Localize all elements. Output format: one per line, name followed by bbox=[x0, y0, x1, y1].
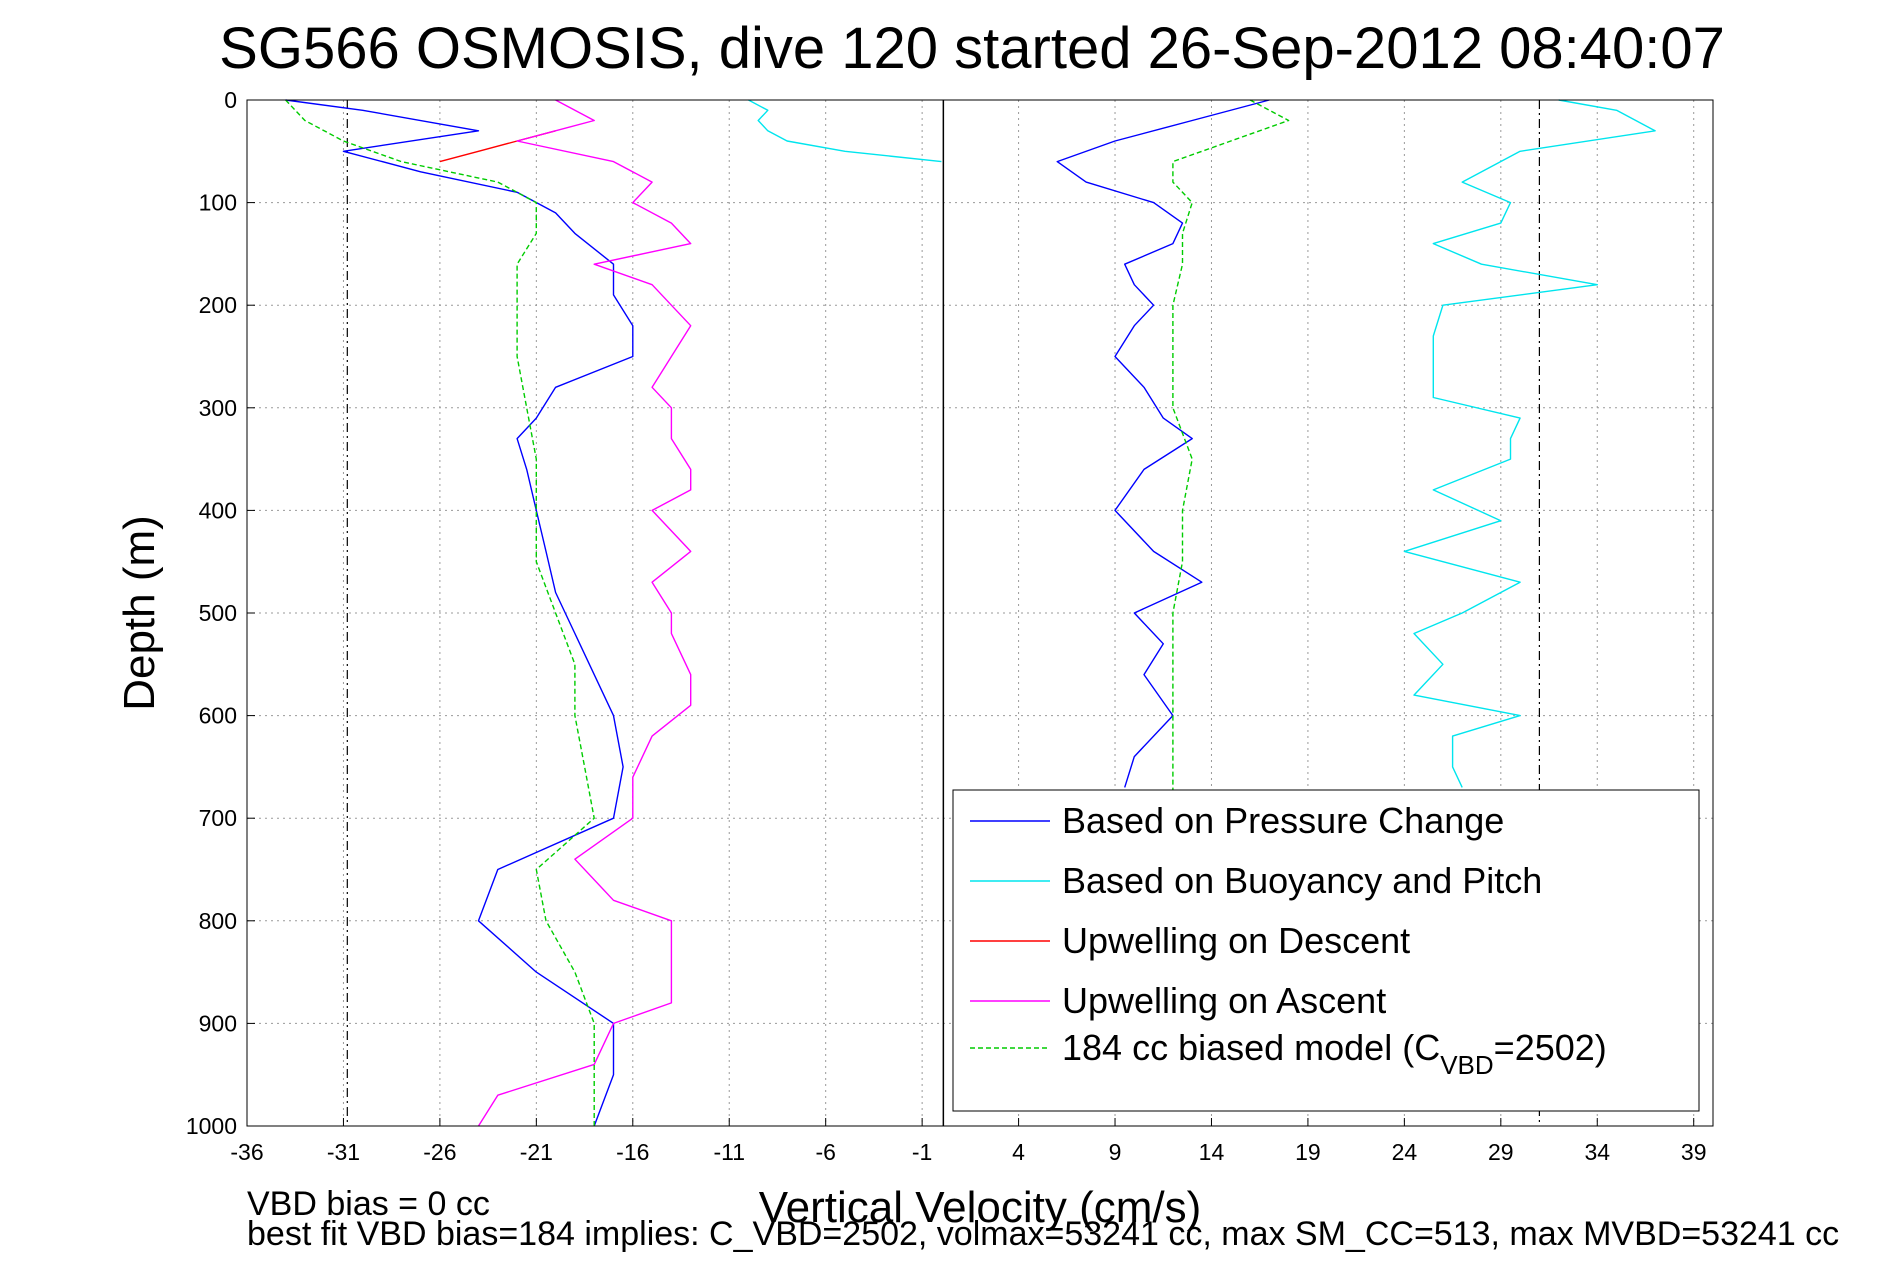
x-tick-label: -21 bbox=[520, 1139, 553, 1165]
y-tick-label: 300 bbox=[199, 395, 237, 421]
x-tick-label: 24 bbox=[1392, 1139, 1418, 1165]
chart-title: SG566 OSMOSIS, dive 120 started 26-Sep-2… bbox=[219, 16, 1725, 81]
x-axis-label: Vertical Velocity (cm/s) bbox=[759, 1183, 1202, 1232]
legend-label-tail: =2502) bbox=[1494, 1027, 1607, 1068]
y-tick-label: 200 bbox=[199, 292, 237, 318]
x-tick-label: 29 bbox=[1488, 1139, 1514, 1165]
series-line bbox=[1403, 99, 1656, 788]
legend-label: Based on Buoyancy and Pitch bbox=[1062, 860, 1542, 901]
x-tick-label: -1 bbox=[912, 1139, 932, 1165]
x-tick-labels: -36 -31 -26 -21 -16 -11 -6 -1 4 9 14 19 24 29 34 39 bbox=[230, 1139, 1706, 1165]
series-line bbox=[1172, 99, 1290, 798]
x-tick-label: 4 bbox=[1012, 1139, 1025, 1165]
legend-label: 184 cc biased model (CVBD=2502) bbox=[1062, 1027, 1607, 1080]
y-tick-label: 600 bbox=[199, 703, 237, 729]
x-tick-label: -11 bbox=[713, 1139, 745, 1165]
y-tick-label: 1000 bbox=[186, 1113, 237, 1139]
x-tick-label: 14 bbox=[1199, 1139, 1225, 1165]
x-tick-label: 19 bbox=[1295, 1139, 1321, 1165]
series-line bbox=[285, 99, 595, 1126]
plot-frame bbox=[246, 99, 1714, 1127]
y-tick-label: 500 bbox=[199, 600, 237, 626]
legend-items: Based on Pressure Change Based on Buoyanc… bbox=[970, 800, 1607, 1080]
legend: Based on Pressure Change Based on Buoyanc… bbox=[952, 789, 1700, 1112]
x-tick-label: -6 bbox=[815, 1139, 835, 1165]
legend-label-subscript: VBD bbox=[1440, 1050, 1493, 1080]
legend-label-main: 184 cc biased model (C bbox=[1062, 1027, 1440, 1068]
best-fit-note: best fit VBD bias=184 implies: C_VBD=250… bbox=[247, 1215, 1839, 1253]
y-tick-labels: 0 100 200 300 400 500 600 700 800 900 1000 bbox=[186, 87, 237, 1139]
x-tick-label: 34 bbox=[1584, 1139, 1610, 1165]
legend-label: Based on Pressure Change bbox=[1062, 800, 1504, 841]
y-tick-label: 800 bbox=[199, 908, 237, 934]
series-line bbox=[1056, 99, 1270, 788]
x-tick-label: -26 bbox=[423, 1139, 456, 1165]
x-tick-label: -31 bbox=[327, 1139, 360, 1165]
x-tick-label: -36 bbox=[230, 1139, 263, 1165]
y-tick-label: 700 bbox=[199, 805, 237, 831]
x-tick-label: 9 bbox=[1109, 1139, 1122, 1165]
legend-label: Upwelling on Ascent bbox=[1062, 980, 1386, 1021]
legend-box bbox=[952, 789, 1700, 1112]
y-tick-label: 100 bbox=[199, 190, 237, 216]
y-axis-label: Depth (m) bbox=[115, 515, 164, 711]
legend-label: Upwelling on Descent bbox=[1062, 920, 1410, 961]
y-tick-label: 900 bbox=[199, 1010, 237, 1036]
series-layer bbox=[285, 99, 1656, 1127]
vbd-bias-note: VBD bias = 0 cc bbox=[247, 1185, 490, 1223]
x-tick-label: -16 bbox=[616, 1139, 649, 1165]
y-tick-label: 0 bbox=[224, 87, 237, 113]
series-line bbox=[477, 99, 692, 1127]
y-tick-label: 400 bbox=[199, 497, 237, 523]
x-tick-label: 39 bbox=[1681, 1139, 1707, 1165]
series-line bbox=[748, 99, 942, 163]
series-line bbox=[285, 99, 634, 1127]
